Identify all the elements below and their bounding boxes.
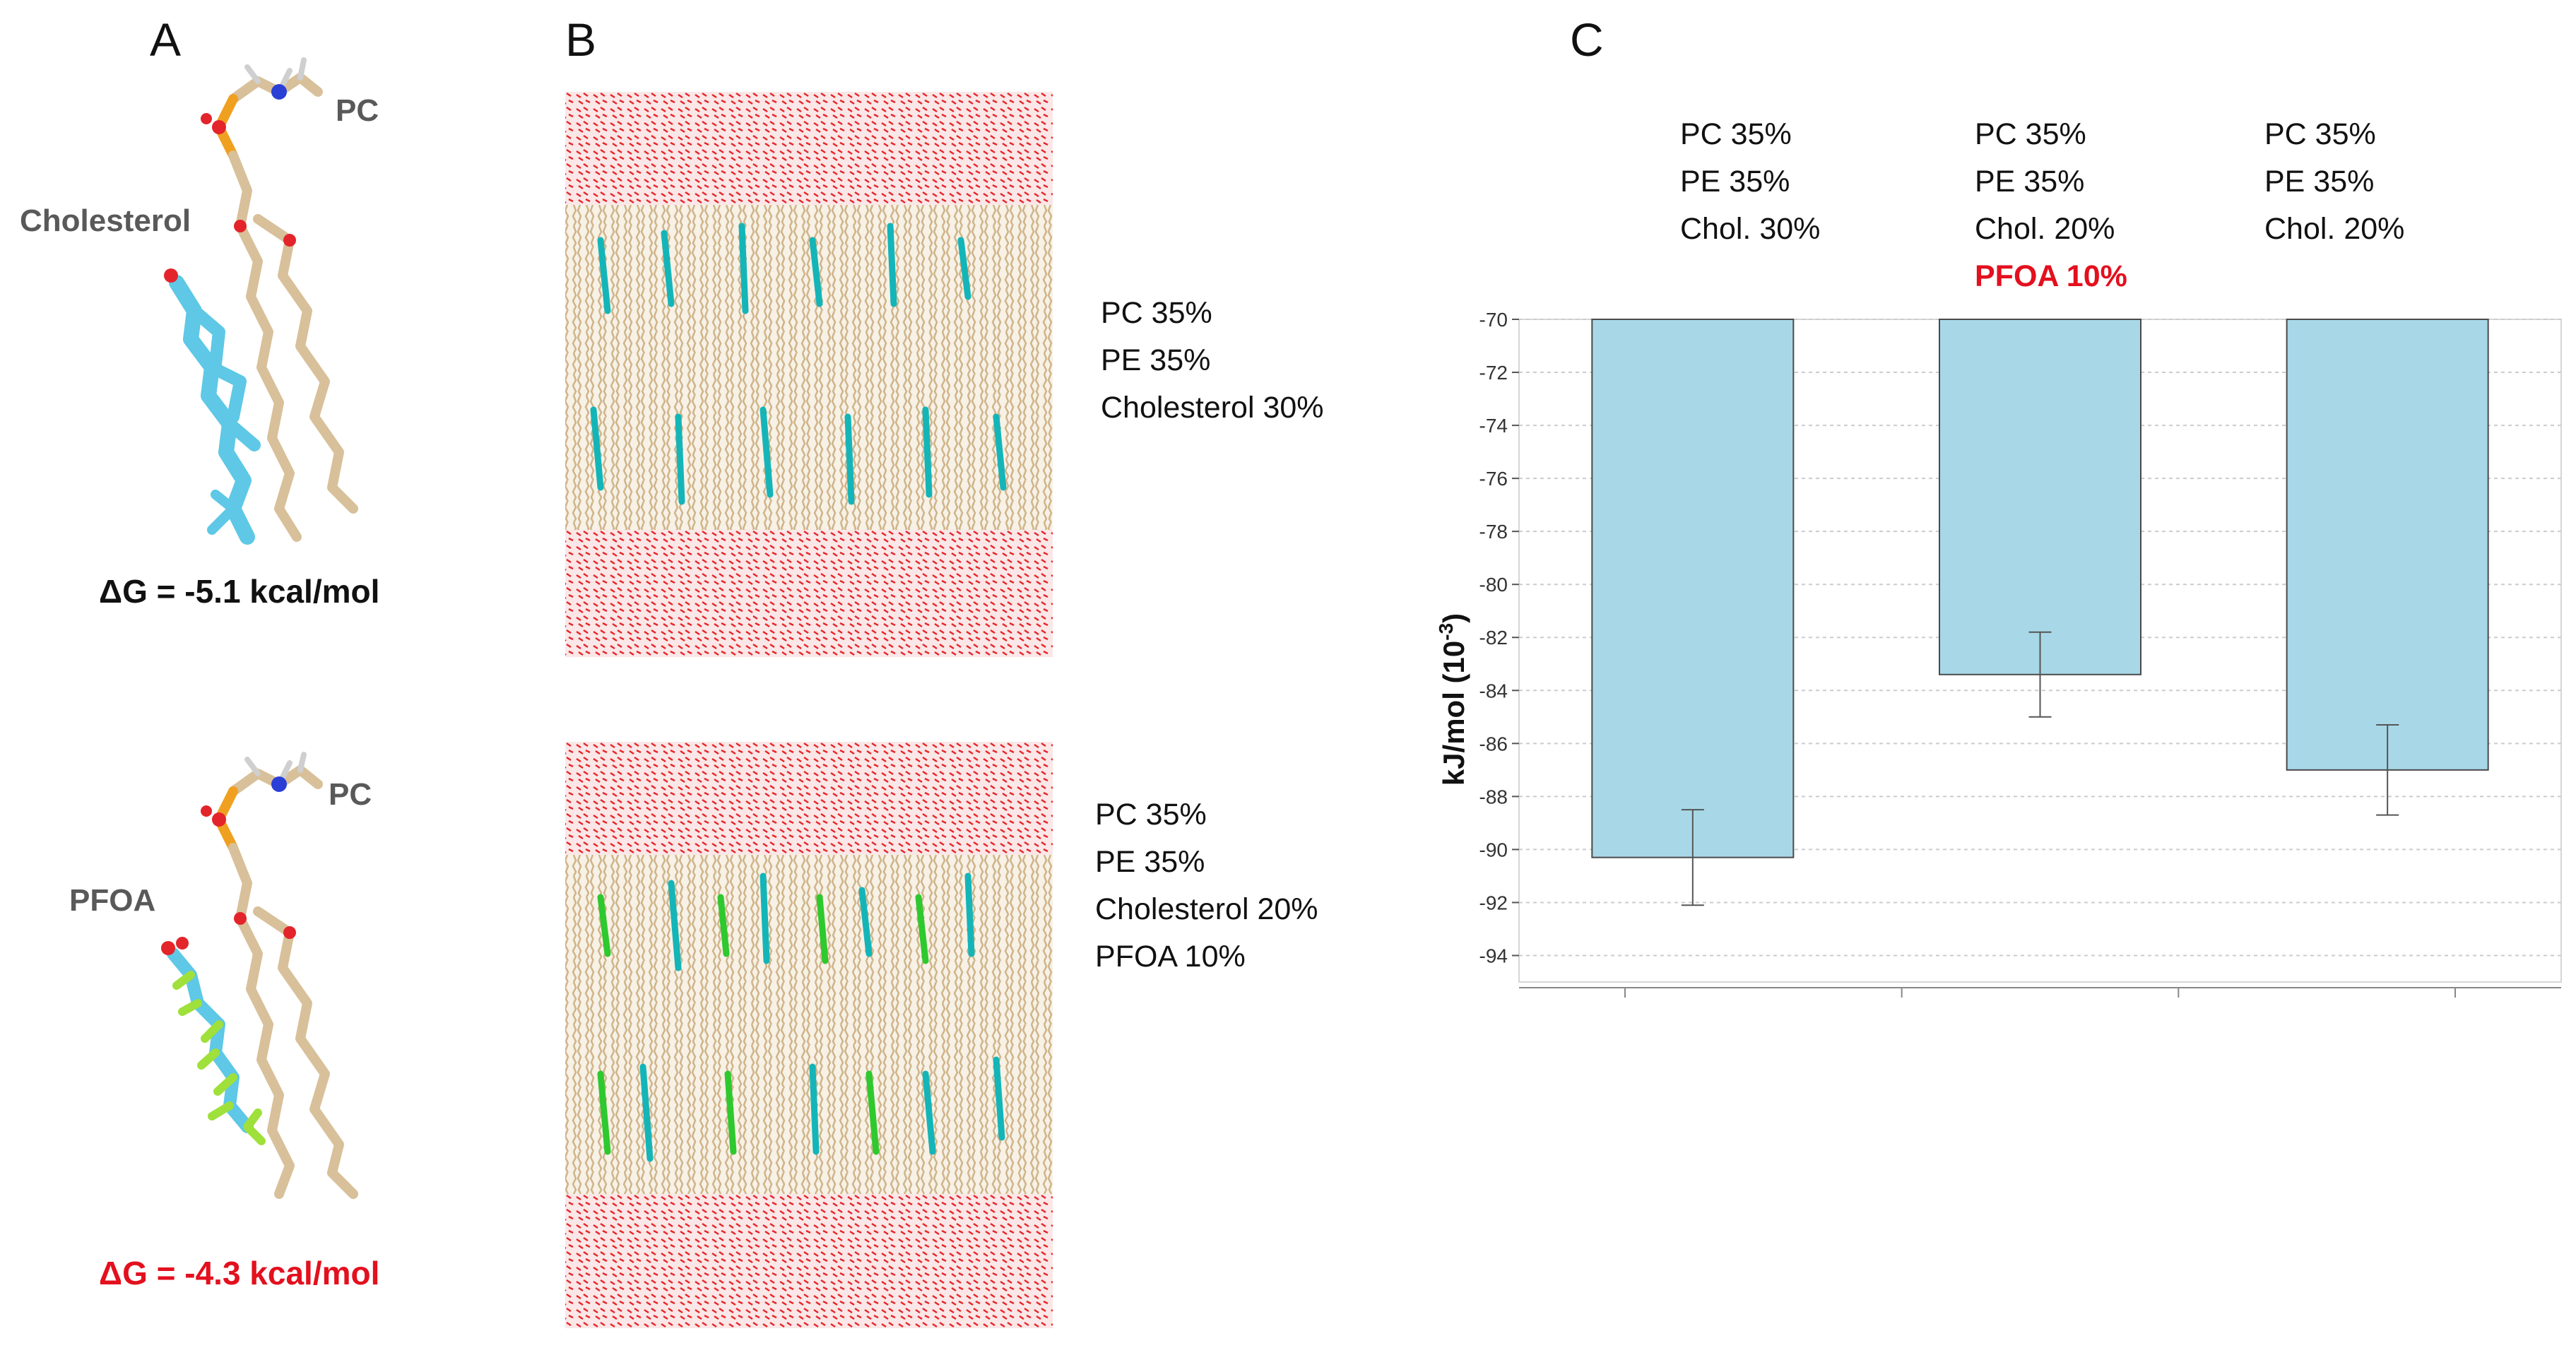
bar — [1939, 319, 2141, 675]
y-tick-label: -84 — [1479, 680, 1508, 702]
y-tick-label: -88 — [1479, 786, 1508, 808]
pfoa-label: PFOA — [69, 883, 156, 918]
bar-label-line: PE 35% — [1975, 165, 2085, 199]
y-tick-label: -86 — [1479, 733, 1508, 755]
cholesterol-label: Cholesterol — [20, 203, 191, 238]
bar-label-line: PC 35% — [1680, 117, 1792, 151]
composition-line: PE 35% — [1095, 845, 1205, 879]
panel-a-letter: A — [150, 13, 182, 66]
bar-label-line: Chol. 20% — [1975, 212, 2115, 246]
y-axis-label: kJ/mol (10-3) — [1435, 613, 1470, 786]
y-tick-label: -72 — [1479, 362, 1508, 384]
membrane-bottom-composition: PC 35% PE 35% Cholesterol 20% PFOA 10% — [1095, 791, 1318, 981]
delta-g-pfoa: ΔG = -4.3 kcal/mol — [99, 1255, 380, 1291]
y-tick-label: -76 — [1479, 468, 1508, 490]
membrane-bottom-image — [565, 742, 1053, 1328]
membrane-top-image — [565, 92, 1053, 657]
bar-label-line: PE 35% — [2264, 165, 2375, 199]
bar — [2286, 319, 2489, 771]
bar-label-line: Chol. 20% — [2264, 212, 2405, 246]
cholesterol-pc-molecule-image — [164, 57, 358, 545]
composition-line: PC 35% — [1101, 296, 1212, 330]
panel-b-letter: B — [565, 13, 597, 66]
y-tick-label: -82 — [1479, 627, 1508, 649]
bar-label-line: Chol. 30% — [1680, 212, 1821, 246]
top-pc-label: PC — [336, 93, 379, 128]
bar-label-line: PE 35% — [1680, 165, 1790, 199]
composition-line: Cholesterol 20% — [1095, 892, 1318, 926]
bar-label-highlight: PFOA 10% — [1975, 259, 2127, 293]
composition-line: PE 35% — [1101, 343, 1211, 377]
y-tick-label: -92 — [1479, 892, 1508, 913]
bar-2-label: PC 35% PE 35% Chol. 20% PFOA 10% — [1975, 111, 2127, 300]
composition-line: PFOA 10% — [1095, 940, 1246, 974]
y-tick-label: -80 — [1479, 574, 1508, 596]
y-tick-label: -74 — [1479, 415, 1508, 437]
y-tick-label: -94 — [1479, 945, 1508, 966]
membrane-top-composition: PC 35% PE 35% Cholesterol 30% — [1101, 290, 1324, 432]
panel-c-letter: C — [1570, 13, 1604, 66]
y-tick-label: -70 — [1479, 309, 1508, 331]
bottom-pc-label: PC — [329, 777, 372, 812]
y-tick-label: -78 — [1479, 521, 1508, 543]
composition-line: PC 35% — [1095, 798, 1207, 832]
bar — [1591, 319, 1795, 858]
bar-3-label: PC 35% PE 35% Chol. 20% — [2264, 111, 2404, 253]
bar-label-line: PC 35% — [1975, 117, 2086, 151]
bar-1-label: PC 35% PE 35% Chol. 30% — [1680, 111, 1820, 253]
composition-line: Cholesterol 30% — [1101, 391, 1324, 425]
bar-label-line: PC 35% — [2264, 117, 2376, 151]
y-tick-label: -90 — [1479, 839, 1508, 861]
pfoa-pc-molecule-image — [161, 752, 358, 1199]
delta-g-cholesterol: ΔG = -5.1 kcal/mol — [99, 573, 380, 610]
